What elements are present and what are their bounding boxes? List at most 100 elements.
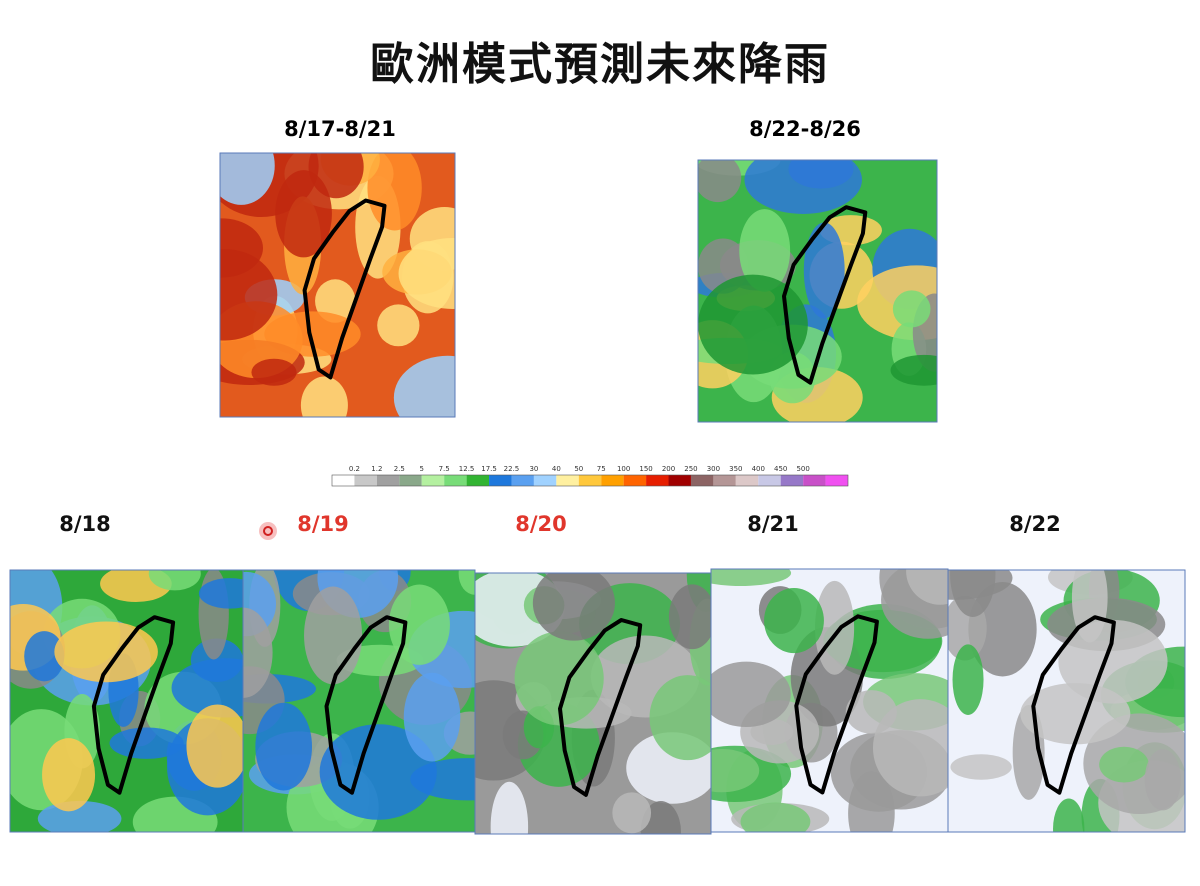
colorbar-swatch — [444, 475, 467, 486]
colorbar-label: 250 — [684, 465, 697, 473]
colorbar-swatch — [601, 475, 624, 486]
colorbar-swatch — [466, 475, 490, 486]
taiwan-outline — [91, 615, 176, 795]
panel-label: 8/17-8/21 — [284, 117, 396, 141]
panel-label: 8/20 — [515, 512, 567, 536]
colorbar-swatch — [556, 475, 579, 486]
rain-blob — [788, 160, 854, 189]
colorbar-swatch — [489, 475, 512, 486]
colorbar-label: 400 — [752, 465, 765, 473]
map-field — [243, 570, 475, 832]
rain-blob — [711, 569, 792, 586]
colorbar-swatch — [533, 475, 557, 486]
rain-blob — [300, 376, 348, 417]
map-frame — [697, 159, 938, 423]
rain-blob — [740, 802, 811, 832]
colorbar-label: 0.2 — [349, 465, 360, 473]
colorbar-swatch — [713, 475, 736, 486]
rain-blob — [319, 724, 437, 820]
colorbar-label: 50 — [574, 465, 583, 473]
map-frame — [219, 152, 456, 418]
colorbar-swatch — [332, 475, 355, 486]
rain-blob — [803, 222, 845, 319]
colorbar-swatch — [690, 475, 714, 486]
colorbar-swatch — [668, 475, 691, 486]
colorbar-label: 500 — [796, 465, 809, 473]
panel-label: 8/22 — [1009, 512, 1061, 536]
rain-blob — [514, 631, 604, 726]
colorbar-label: 5 — [420, 465, 424, 473]
map-field — [948, 570, 1185, 832]
colorbar-swatch — [646, 475, 669, 486]
panel-label: 8/22-8/26 — [749, 117, 861, 141]
rain-blob — [251, 358, 297, 386]
colorbar-label: 200 — [662, 465, 675, 473]
rain-blob — [186, 704, 243, 788]
rain-blob — [1053, 798, 1085, 832]
rain-blob — [950, 754, 1012, 780]
pointer-glow — [259, 522, 277, 540]
rain-blob — [532, 573, 615, 641]
colorbar-frame — [331, 474, 849, 487]
rain-blob — [1144, 749, 1181, 811]
colorbar-swatch — [399, 475, 422, 486]
colorbar-label: 12.5 — [459, 465, 475, 473]
rain-blob — [255, 702, 313, 791]
colorbar-label: 150 — [639, 465, 652, 473]
rain-blob — [739, 209, 791, 292]
rain-blob — [198, 578, 243, 609]
rain-blob — [458, 570, 475, 595]
rain-blob — [950, 570, 996, 617]
rain-blob — [649, 675, 711, 761]
colorbar-label: 22.5 — [504, 465, 520, 473]
rain-blob — [403, 672, 461, 762]
rain-blob — [890, 354, 937, 386]
colorbar-swatch — [825, 475, 848, 486]
colorbar-label: 40 — [552, 465, 561, 473]
rain-blob — [612, 792, 652, 834]
map-field — [475, 573, 711, 834]
rain-blob — [190, 638, 243, 682]
rain-blob — [42, 738, 96, 812]
colorbar-label: 75 — [597, 465, 606, 473]
map — [474, 572, 712, 835]
colorbar-label: 2.5 — [394, 465, 405, 473]
rain-blob — [367, 153, 422, 231]
rain-blob — [764, 588, 824, 654]
colorbar-label: 1.2 — [371, 465, 382, 473]
colorbar-label: 17.5 — [481, 465, 497, 473]
panel-label: 8/18 — [59, 512, 111, 536]
map — [242, 569, 476, 833]
rain-blob — [698, 160, 742, 203]
colorbar-swatch — [421, 475, 445, 486]
title: 歐洲模式預測未來降雨 — [370, 39, 830, 90]
map-field — [698, 160, 937, 422]
map-frame — [947, 569, 1186, 833]
rain-blob — [243, 607, 273, 698]
taiwan-outline — [1031, 615, 1116, 795]
colorbar-swatch — [780, 475, 804, 486]
map — [9, 569, 244, 833]
taiwan-outline — [794, 614, 879, 795]
map — [710, 568, 949, 833]
rain-blob — [711, 661, 791, 728]
rain-blob — [750, 718, 794, 745]
colorbar-label: 450 — [774, 465, 787, 473]
map-field — [10, 570, 243, 832]
map — [697, 159, 938, 423]
colorbar-label: 100 — [617, 465, 630, 473]
rain-blob — [148, 570, 201, 591]
panel-label: 8/21 — [747, 512, 799, 536]
colorbar-swatch — [803, 475, 826, 486]
colorbar-swatch — [758, 475, 781, 486]
colorbar-swatch — [354, 475, 377, 486]
map-field — [711, 569, 948, 832]
rain-blob — [24, 631, 65, 682]
map-field — [220, 153, 455, 417]
rain-blob — [490, 781, 529, 834]
rain-blob — [304, 586, 363, 685]
rain-blob — [398, 237, 455, 309]
rain-blob — [275, 170, 332, 258]
colorbar-label: 300 — [707, 465, 720, 473]
